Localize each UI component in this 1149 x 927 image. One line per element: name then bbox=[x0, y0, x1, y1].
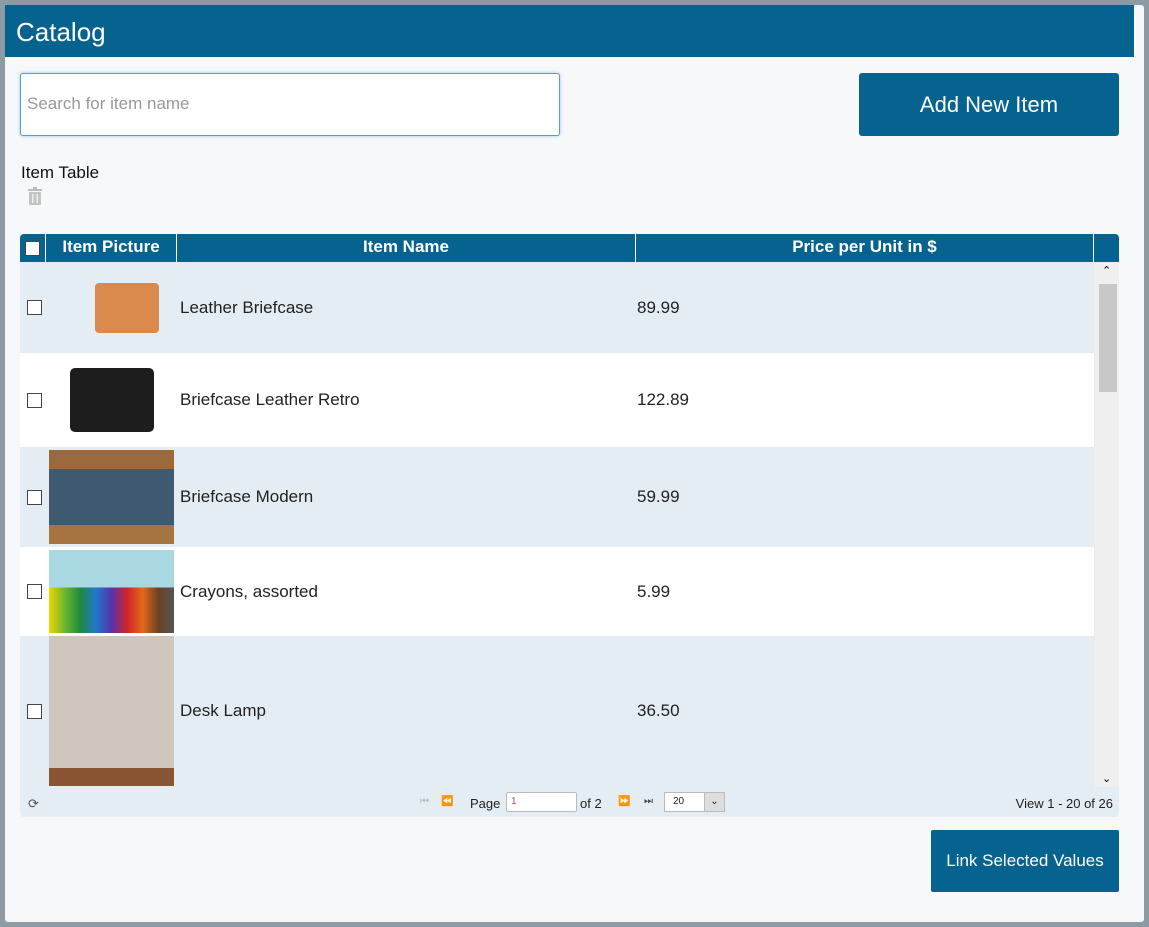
table-row[interactable]: Desk Lamp 36.50 bbox=[20, 636, 1094, 786]
view-count: View 1 - 20 of 26 bbox=[1015, 796, 1113, 811]
table-row[interactable]: Crayons, assorted 5.99 bbox=[20, 547, 1094, 636]
item-price: 122.89 bbox=[637, 390, 689, 409]
item-name: Briefcase Leather Retro bbox=[180, 390, 360, 409]
refresh-icon[interactable]: ⟳ bbox=[28, 796, 39, 811]
pager: ⟳ ⏮ ⏪ Page 1 of 2 ⏩ ⏭ 20 ⌄ View 1 - 20 of… bbox=[20, 787, 1119, 817]
table-row[interactable]: Leather Briefcase 89.99 bbox=[20, 262, 1094, 353]
row-checkbox[interactable] bbox=[27, 489, 42, 505]
table-header: Item Picture Item Name Price per Unit in… bbox=[20, 234, 1119, 262]
row-checkbox[interactable] bbox=[27, 703, 42, 719]
table-row[interactable]: Briefcase Modern 59.99 bbox=[20, 447, 1094, 547]
item-name: Briefcase Modern bbox=[180, 487, 314, 506]
select-all-cell bbox=[20, 234, 46, 262]
scroll-up-icon[interactable]: ⌃ bbox=[1102, 265, 1112, 277]
table-label: Item Table bbox=[21, 163, 100, 182]
row-checkbox[interactable] bbox=[27, 584, 42, 599]
page-input[interactable]: 1 bbox=[506, 792, 577, 812]
row-checkbox[interactable] bbox=[27, 392, 42, 408]
scroll-down-icon[interactable]: ⌄ bbox=[1102, 773, 1112, 785]
add-new-item-button[interactable]: Add New Item bbox=[859, 73, 1119, 136]
item-table: Item Picture Item Name Price per Unit in… bbox=[20, 234, 1119, 817]
page-count: of 2 bbox=[580, 796, 602, 811]
page-title: Catalog bbox=[5, 5, 1134, 57]
page-label: Page bbox=[470, 796, 501, 811]
first-page-icon[interactable]: ⏮ bbox=[420, 796, 429, 807]
item-picture bbox=[49, 353, 174, 447]
item-picture bbox=[49, 547, 174, 636]
row-checkbox[interactable] bbox=[27, 300, 42, 315]
page-size-value: 20 bbox=[673, 796, 685, 807]
item-picture bbox=[49, 262, 174, 353]
item-price: 5.99 bbox=[637, 581, 671, 601]
item-name: Desk Lamp bbox=[180, 701, 266, 720]
item-picture bbox=[49, 636, 174, 786]
last-page-icon[interactable]: ⏭ bbox=[644, 796, 653, 807]
search-input[interactable]: Search for item name bbox=[20, 73, 560, 136]
item-picture bbox=[49, 447, 174, 547]
item-name: Crayons, assorted bbox=[180, 581, 318, 601]
chevron-down-icon[interactable]: ⌄ bbox=[704, 793, 724, 811]
item-price: 36.50 bbox=[637, 701, 680, 720]
link-selected-values-button[interactable]: Link Selected Values bbox=[931, 830, 1119, 892]
item-price: 89.99 bbox=[637, 297, 680, 317]
column-header-price[interactable]: Price per Unit in $ bbox=[636, 234, 1094, 262]
select-all-checkbox[interactable] bbox=[25, 240, 40, 256]
page-size-select[interactable]: 20 ⌄ bbox=[664, 792, 725, 812]
item-price: 59.99 bbox=[637, 487, 680, 506]
table-row[interactable]: Briefcase Leather Retro 122.89 bbox=[20, 353, 1094, 447]
prev-page-icon[interactable]: ⏪ bbox=[441, 796, 454, 807]
item-name: Leather Briefcase bbox=[180, 297, 314, 317]
vertical-scrollbar[interactable]: ⌃ ⌄ bbox=[1095, 262, 1119, 787]
column-header-picture[interactable]: Item Picture bbox=[46, 234, 177, 262]
column-header-name[interactable]: Item Name bbox=[177, 234, 636, 262]
trash-icon[interactable] bbox=[27, 187, 43, 205]
scrollbar-thumb[interactable] bbox=[1099, 284, 1117, 392]
next-page-icon[interactable]: ⏩ bbox=[618, 796, 631, 807]
